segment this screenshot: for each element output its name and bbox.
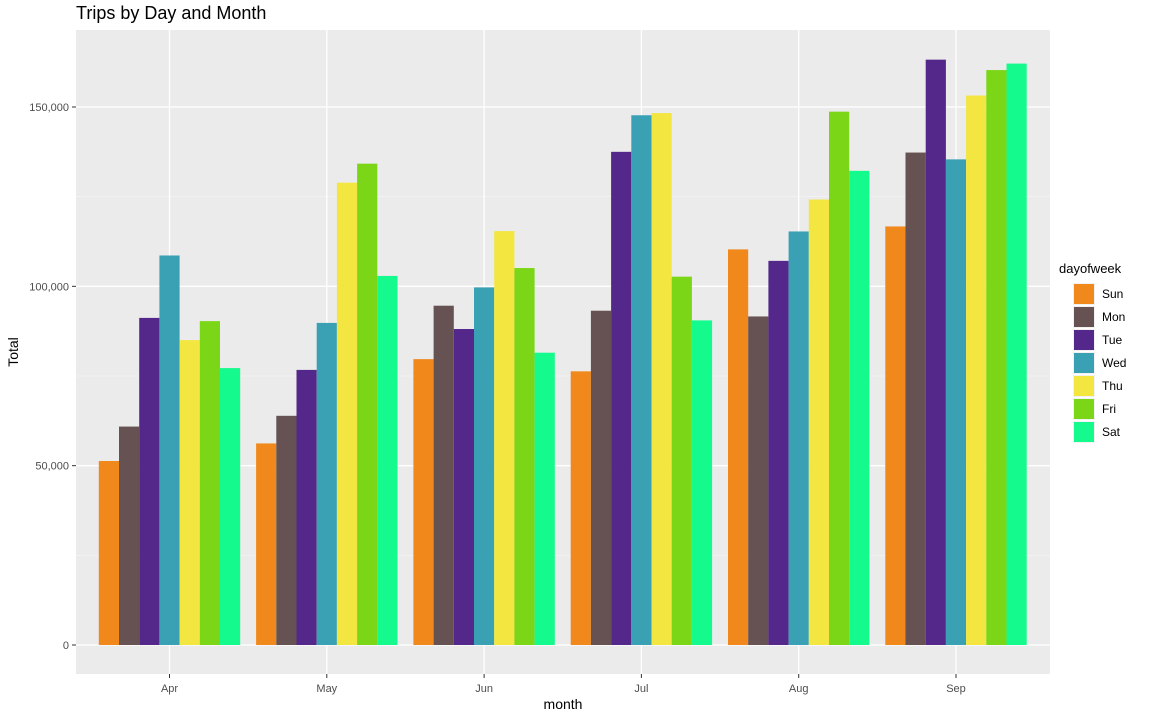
- bar-wed-jun: [474, 287, 495, 645]
- bar-wed-apr: [159, 255, 180, 645]
- bar-fri-aug: [829, 111, 850, 646]
- bar-wed-jul: [631, 115, 652, 646]
- bar-mon-sep: [905, 152, 926, 645]
- chart-title: Trips by Day and Month: [76, 3, 267, 23]
- bar-sun-jul: [570, 371, 591, 645]
- bar-fri-sep: [986, 70, 1007, 646]
- y-tick-label: 150,000: [29, 102, 69, 114]
- legend-swatch-wed: [1074, 353, 1094, 373]
- bar-mon-apr: [119, 426, 140, 645]
- legend-title: dayofweek: [1059, 261, 1122, 276]
- x-tick-label: Jul: [634, 683, 648, 695]
- bar-tue-may: [296, 369, 317, 645]
- bar-fri-jul: [671, 276, 692, 645]
- x-tick-label: Apr: [161, 683, 178, 695]
- legend-swatch-sat: [1074, 422, 1094, 442]
- bar-tue-apr: [139, 317, 160, 645]
- y-axis-title: Total: [5, 337, 21, 367]
- legend-label-mon: Mon: [1102, 310, 1125, 324]
- bar-mon-jul: [590, 310, 612, 645]
- bar-sun-sep: [885, 226, 906, 645]
- bar-tue-sep: [925, 59, 946, 645]
- bar-mon-aug: [748, 316, 769, 645]
- y-tick-label: 100,000: [29, 281, 69, 293]
- legend-label-sat: Sat: [1102, 425, 1121, 439]
- bar-sat-sep: [1006, 63, 1027, 646]
- legend-label-thu: Thu: [1102, 379, 1123, 393]
- bar-sun-apr: [98, 461, 119, 645]
- legend-swatch-mon: [1074, 307, 1094, 327]
- x-tick-label: May: [316, 683, 337, 695]
- legend-swatch-sun: [1074, 284, 1094, 304]
- legend-label-fri: Fri: [1102, 402, 1116, 416]
- bar-mon-jun: [433, 305, 454, 645]
- bar-sat-aug: [849, 170, 870, 646]
- bar-sat-jul: [691, 320, 713, 645]
- bar-fri-apr: [199, 321, 220, 645]
- bar-thu-jul: [651, 113, 672, 645]
- bar-thu-apr: [179, 340, 200, 645]
- bar-thu-may: [336, 182, 358, 646]
- bar-thu-sep: [966, 95, 987, 646]
- legend-swatch-tue: [1074, 330, 1094, 350]
- bar-thu-aug: [808, 199, 829, 645]
- bar-fri-jun: [514, 268, 535, 645]
- bar-thu-jun: [494, 231, 515, 645]
- bar-tue-jun: [453, 329, 474, 645]
- bar-fri-may: [357, 163, 378, 646]
- legend-label-tue: Tue: [1102, 333, 1123, 347]
- bar-wed-sep: [945, 159, 967, 645]
- x-tick-label: Aug: [789, 683, 809, 695]
- bar-sat-jun: [534, 352, 555, 645]
- bar-tue-jul: [611, 151, 632, 646]
- bar-sun-jun: [413, 359, 434, 645]
- bar-sat-may: [377, 275, 398, 645]
- legend-swatch-thu: [1074, 376, 1094, 396]
- y-tick-label: 50,000: [35, 461, 69, 473]
- bar-tue-aug: [768, 260, 789, 645]
- x-tick-label: Sep: [946, 683, 966, 695]
- y-tick-label: 0: [63, 640, 69, 652]
- bar-sun-aug: [728, 249, 749, 645]
- bar-sun-may: [256, 443, 277, 645]
- legend-label-wed: Wed: [1102, 356, 1126, 370]
- bar-sat-apr: [220, 368, 241, 645]
- bar-wed-aug: [788, 231, 809, 645]
- x-tick-label: Jun: [475, 683, 493, 695]
- legend-swatch-fri: [1074, 399, 1094, 419]
- legend-label-sun: Sun: [1102, 287, 1123, 301]
- x-axis-title: month: [544, 696, 583, 712]
- bar-wed-may: [316, 322, 337, 645]
- bar-mon-may: [276, 415, 297, 645]
